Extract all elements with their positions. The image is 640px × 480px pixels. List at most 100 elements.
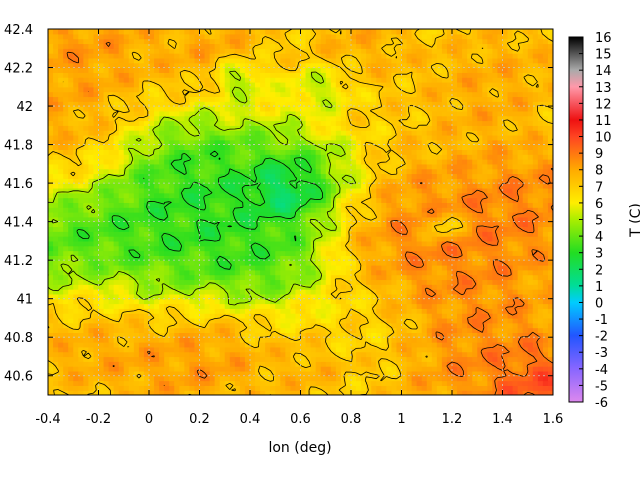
heatmap-cell [547, 332, 553, 338]
heatmap-cell [411, 327, 418, 333]
heatmap-cell [250, 284, 256, 290]
heatmap-cell [295, 178, 302, 184]
heatmap-cell [209, 250, 216, 256]
heatmap-cell [482, 298, 488, 305]
heatmap-cell [295, 298, 302, 305]
heatmap-cell [138, 168, 145, 175]
heatmap-cell [472, 226, 478, 232]
heatmap-cell [133, 308, 140, 314]
heatmap-cell [522, 187, 529, 194]
heatmap-cell [386, 163, 392, 170]
heatmap-cell [290, 313, 297, 319]
heatmap-cell [446, 207, 453, 213]
heatmap-cell [547, 303, 553, 309]
heatmap-cell [391, 178, 398, 184]
heatmap-cell [472, 264, 478, 271]
heatmap-cell [547, 260, 553, 266]
heatmap-cell [179, 212, 185, 218]
heatmap-cell [224, 197, 231, 203]
heatmap-cell [411, 236, 418, 242]
heatmap-cell [351, 298, 357, 305]
heatmap-cell [320, 370, 327, 377]
heatmap-cell [214, 207, 221, 213]
heatmap-cell [143, 327, 150, 333]
heatmap-cell [78, 346, 84, 353]
heatmap-cell [234, 313, 241, 319]
heatmap-cell [63, 212, 69, 218]
heatmap-cell [547, 159, 553, 165]
heatmap-cell [53, 356, 59, 362]
heatmap-cell [98, 385, 105, 391]
heatmap-cell [234, 216, 241, 223]
heatmap-cell [411, 385, 418, 391]
heatmap-cell [406, 240, 413, 247]
heatmap-cell [169, 187, 175, 194]
heatmap-cell [351, 245, 357, 252]
heatmap-cell [371, 159, 377, 165]
heatmap-cell [345, 390, 352, 395]
heatmap-cell [315, 212, 322, 218]
heatmap-cell [467, 264, 473, 271]
heatmap-cell [356, 327, 362, 333]
heatmap-cell [462, 154, 468, 160]
heatmap-cell [58, 168, 64, 175]
heatmap-cell [320, 313, 327, 319]
heatmap-cell [164, 279, 170, 285]
heatmap-cell [482, 293, 488, 300]
heatmap-cell [351, 173, 357, 179]
heatmap-cell [396, 375, 403, 382]
heatmap-cell [320, 264, 327, 271]
heatmap-cell [300, 298, 307, 305]
heatmap-cell [214, 322, 221, 329]
heatmap-cell [123, 279, 130, 285]
heatmap-cell [53, 264, 59, 271]
heatmap-cell [361, 260, 367, 266]
heatmap-cell [477, 361, 483, 367]
heatmap-cell [371, 293, 377, 300]
heatmap-cell [537, 163, 544, 170]
heatmap-cell [507, 159, 514, 165]
heatmap-cell [280, 322, 286, 329]
heatmap-cell [58, 163, 64, 170]
heatmap-cell [371, 346, 377, 353]
heatmap-cell [68, 245, 74, 252]
heatmap-cell [300, 313, 307, 319]
heatmap-cell [351, 221, 357, 228]
heatmap-cell [78, 284, 84, 290]
heatmap-cell [68, 380, 74, 386]
heatmap-cell [542, 351, 549, 358]
heatmap-cell [275, 221, 281, 228]
heatmap-cells [48, 29, 553, 395]
heatmap-cell [356, 303, 362, 309]
heatmap-cell [123, 337, 130, 343]
heatmap-cell [431, 212, 438, 218]
heatmap-cell [517, 308, 524, 314]
heatmap-cell [396, 154, 403, 160]
heatmap-cell [48, 260, 54, 266]
heatmap-cell [164, 183, 170, 189]
heatmap-cell [532, 375, 539, 382]
heatmap-cell [340, 361, 347, 367]
heatmap-cell [477, 221, 483, 228]
heatmap-cell [224, 370, 231, 377]
heatmap-cell [335, 192, 342, 199]
heatmap-cell [265, 332, 271, 338]
heatmap-cell [351, 178, 357, 184]
heatmap-cell [113, 216, 120, 223]
heatmap-cell [371, 317, 377, 324]
heatmap-cell [149, 375, 155, 382]
heatmap-cell [512, 322, 519, 329]
heatmap-cell [260, 390, 266, 395]
heatmap-cell [83, 178, 89, 184]
heatmap-cell [199, 202, 206, 208]
heatmap-cell [335, 375, 342, 382]
heatmap-cell [436, 303, 443, 309]
heatmap-cell [159, 269, 165, 276]
heatmap-cell [83, 264, 89, 271]
heatmap-cell [310, 313, 317, 319]
heatmap-cell [300, 168, 307, 175]
heatmap-cell [285, 274, 291, 281]
heatmap-cell [219, 356, 226, 362]
heatmap-cell [492, 298, 499, 305]
heatmap-cell [108, 356, 115, 362]
